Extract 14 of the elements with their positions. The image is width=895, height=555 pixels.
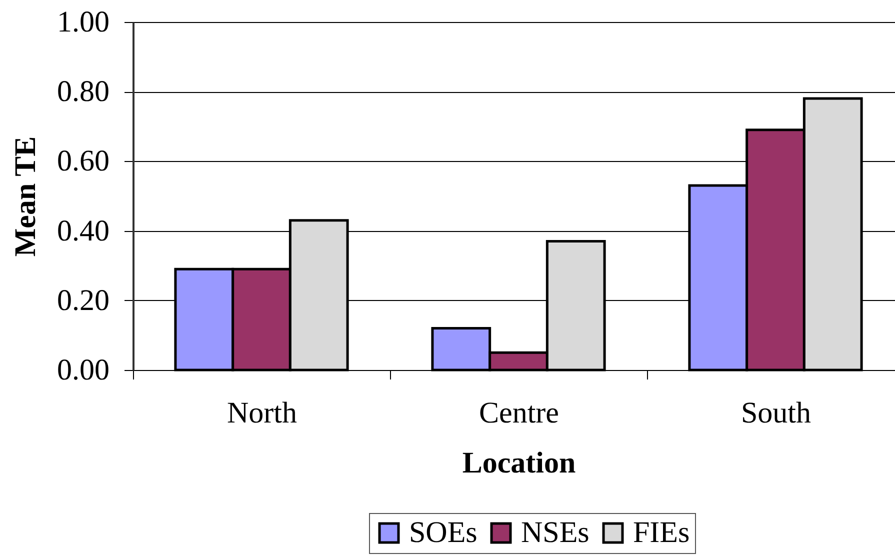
x-tick-label: North: [227, 396, 297, 430]
y-tick-label: 1.00: [57, 6, 110, 38]
y-axis-title: Mean TE: [9, 136, 42, 257]
x-tick-label: South: [740, 396, 812, 430]
y-tick-label: 0.80: [57, 75, 110, 108]
legend-label: FIEs: [633, 516, 690, 549]
legend-label: NSEs: [521, 516, 590, 549]
y-tick-label: 0.20: [57, 284, 110, 317]
y-tick-label: 0.40: [57, 214, 110, 248]
x-tick-label: Centre: [479, 396, 559, 430]
y-tick-label: 0.60: [57, 144, 110, 178]
legend-label: SOEs: [409, 516, 478, 549]
x-axis-title: Location: [462, 446, 576, 480]
y-tick-label: 0.00: [57, 354, 110, 386]
